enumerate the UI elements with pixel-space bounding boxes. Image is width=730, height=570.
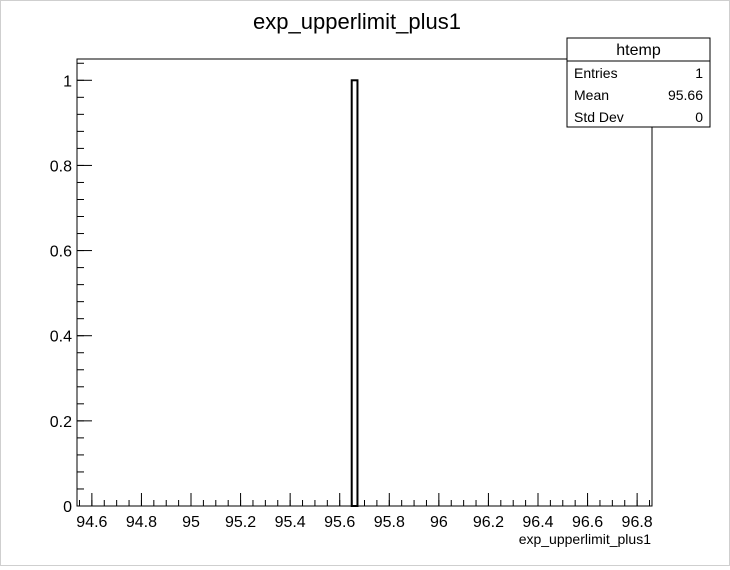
stats-mean-value: 95.66 — [668, 87, 703, 103]
histogram-bin — [350, 79, 359, 508]
histogram-bars — [350, 79, 359, 508]
stats-stddev-value: 0 — [695, 109, 703, 125]
plot-frame — [76, 58, 653, 507]
x-tick-label: 96.6 — [572, 514, 603, 531]
chart-title: exp_upperlimit_plus1 — [253, 9, 461, 34]
x-tick-label: 96.4 — [522, 514, 553, 531]
x-tick-label: 95.2 — [225, 514, 256, 531]
x-axis-title: exp_upperlimit_plus1 — [519, 531, 652, 547]
stats-box-title: htemp — [616, 42, 661, 59]
x-axis: 94.6 94.8 95 95.2 95.4 95.6 95.8 96 96.2 96.4 96.6… — [76, 493, 653, 531]
x-tick-label: 95.8 — [374, 514, 405, 531]
stats-stddev-label: Std Dev — [574, 109, 624, 125]
x-tick-label: 96.2 — [473, 514, 504, 531]
x-tick-label: 95.6 — [324, 514, 355, 531]
stats-box: htemp Entries 1 Mean 95.66 Std Dev 0 — [566, 37, 711, 128]
stats-entries-label: Entries — [574, 65, 618, 81]
x-tick-label: 96 — [430, 514, 448, 531]
y-axis: 0 0.2 0.4 0.6 0.8 1 — [50, 62, 92, 516]
stats-mean-label: Mean — [574, 87, 609, 103]
x-tick-label: 95.4 — [275, 514, 306, 531]
stats-entries-value: 1 — [695, 65, 703, 81]
y-tick-label: 0.6 — [50, 244, 72, 261]
x-tick-label: 95 — [182, 514, 200, 531]
x-tick-label: 94.8 — [126, 514, 157, 531]
y-tick-label: 0 — [63, 499, 72, 516]
x-tick-label: 94.6 — [76, 514, 107, 531]
y-tick-label: 1 — [63, 73, 72, 90]
stats-box-frame — [566, 37, 711, 128]
y-tick-label: 0.2 — [50, 414, 72, 431]
x-tick-label: 96.8 — [622, 514, 653, 531]
y-tick-label: 0.8 — [50, 158, 72, 175]
y-tick-label: 0.4 — [50, 329, 72, 346]
